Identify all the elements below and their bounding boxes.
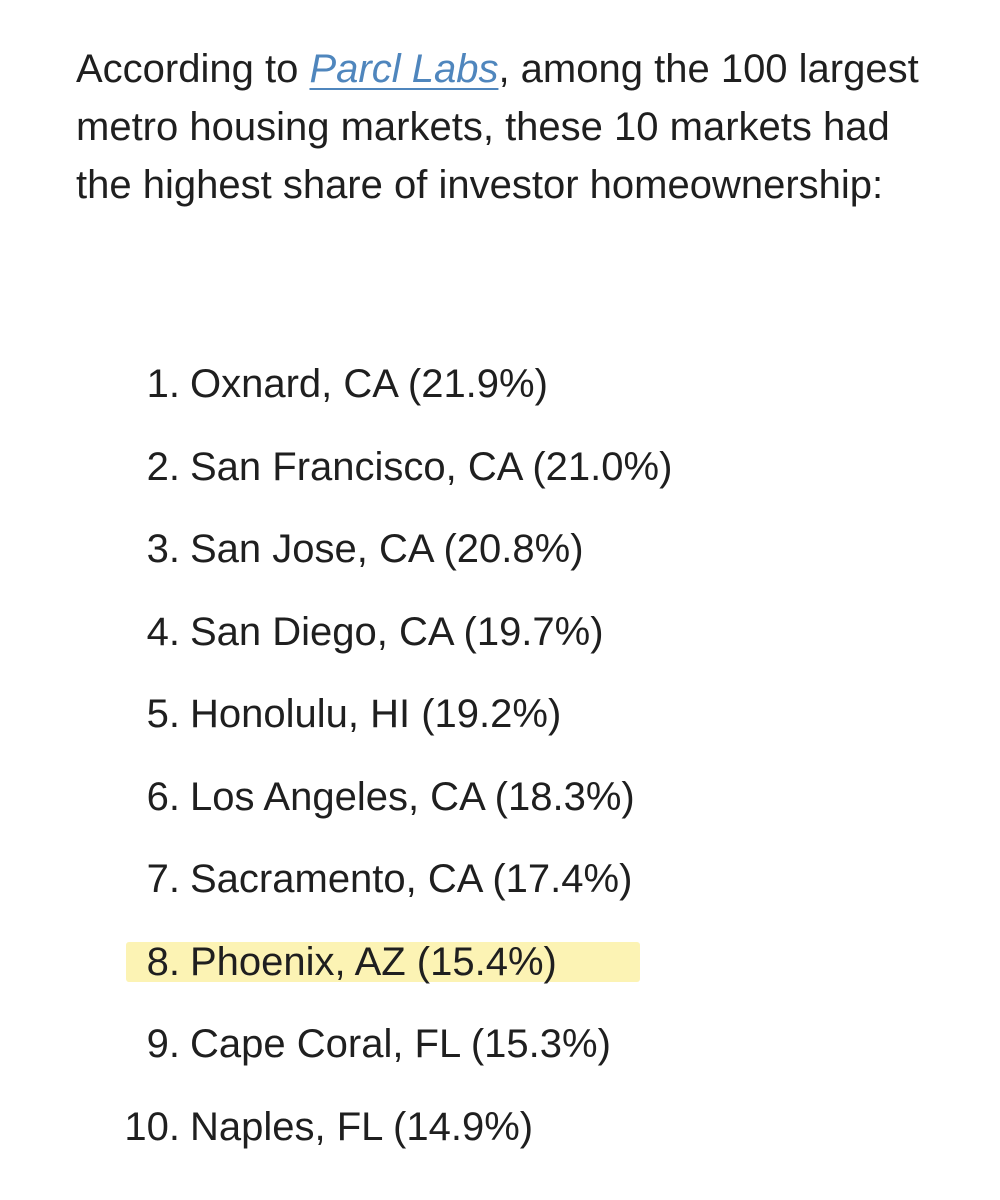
market-entry: Sacramento, CA (17.4%) (190, 857, 633, 901)
rank-number: 6. (146, 774, 180, 819)
parcl-labs-link[interactable]: Parcl Labs (309, 47, 499, 91)
market-entry: Cape Coral, FL (15.3%) (190, 1022, 611, 1066)
intro-text-before: According to (76, 47, 310, 91)
market-entry: Honolulu, HI (19.2%) (190, 692, 562, 736)
market-entry: Los Angeles, CA (18.3%) (190, 774, 635, 819)
rank-number: 3. (146, 527, 180, 571)
market-entry: San Jose, CA (20.8%) (190, 527, 584, 571)
rank-number: 5. (146, 692, 180, 736)
market-entry: Phoenix, AZ (15.4%) (190, 939, 557, 984)
market-entry: San Diego, CA (19.7%) (190, 609, 604, 654)
intro-paragraph: According to Parcl Labs, among the 100 l… (76, 40, 956, 214)
rank-number: 7. (146, 857, 180, 901)
market-entry: San Francisco, CA (21.0%) (190, 444, 673, 489)
rank-number: 8. (146, 939, 180, 984)
highlighter-mark (126, 941, 640, 982)
rank-number: 9. (146, 1022, 180, 1066)
intro-text-after: , among the 100 largest metro housing ma… (76, 47, 919, 207)
rank-number: 4. (146, 609, 180, 654)
rank-number: 1. (146, 362, 180, 406)
market-entry: Naples, FL (14.9%) (190, 1104, 534, 1149)
market-entry: Oxnard, CA (21.9%) (190, 362, 548, 406)
rank-number: 10. (124, 1104, 180, 1149)
rank-number: 2. (146, 444, 180, 489)
